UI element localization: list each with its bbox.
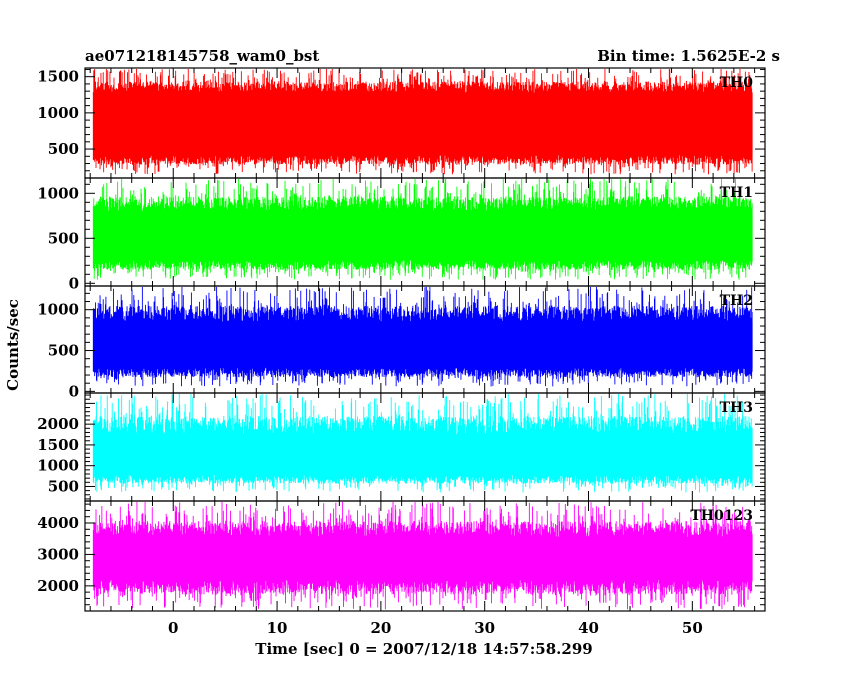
x-tick-label: 40 — [578, 619, 599, 637]
panel-frame — [84, 500, 766, 612]
panel-label-th3: TH3 — [720, 400, 753, 416]
y-tick-label: 1000 — [37, 301, 79, 319]
x-tick-labels: 0 10 20 30 40 50 — [168, 619, 703, 637]
panel-th3: 500 1000 1500 2000 TH3 — [37, 392, 766, 502]
y-tick-label: 3000 — [37, 545, 79, 563]
y-tick-label: 1500 — [37, 68, 79, 86]
y-tick-label: 500 — [48, 229, 79, 247]
panel-label-th1: TH1 — [720, 185, 753, 201]
y-tick-label: 2000 — [37, 577, 79, 595]
chart-title-right: Bin time: 1.5625E-2 s — [597, 47, 780, 65]
x-tick-label: 30 — [474, 619, 495, 637]
panel-th2: 0 500 1000 TH2 — [37, 285, 766, 400]
x-tick-label: 20 — [370, 619, 391, 637]
panel-label-th0123: TH0123 — [690, 508, 753, 524]
y-tick-label: 500 — [48, 477, 79, 495]
x-tick-label: 0 — [168, 619, 178, 637]
panel-label-th2: TH2 — [720, 293, 753, 309]
y-tick-label: 1000 — [37, 184, 79, 202]
series-band-th2 — [93, 321, 753, 368]
series-band-th0123 — [93, 537, 753, 580]
y-tick-label: 0 — [69, 382, 79, 400]
y-tick-label: 500 — [48, 140, 79, 158]
x-axis-label: Time [sec] 0 = 2007/12/18 14:57:58.299 — [255, 640, 592, 658]
series-band-th0 — [93, 92, 753, 155]
y-tick-label: 0 — [69, 274, 79, 292]
y-tick-label: 1500 — [37, 436, 79, 454]
x-tick-label: 50 — [682, 619, 703, 637]
panel-th0123: 2000 3000 4000 TH0123 — [37, 500, 766, 612]
x-tick-label: 10 — [267, 619, 288, 637]
chart-title-left: ae071218145758_wam0_bst — [85, 47, 319, 65]
panel-label-th0: TH0 — [720, 75, 754, 91]
y-tick-label: 1000 — [37, 457, 79, 475]
panel-th1: 0 500 1000 TH1 — [37, 177, 766, 292]
y-tick-label: 500 — [48, 342, 79, 360]
panel-th0: 500 1000 1500 TH0 — [37, 67, 766, 179]
y-axis-label: Counts/sec — [4, 299, 22, 391]
series-band-th3 — [93, 434, 753, 475]
y-tick-label: 1000 — [37, 104, 79, 122]
series-band-th1 — [93, 211, 753, 260]
y-tick-label: 2000 — [37, 415, 79, 433]
y-tick-label: 4000 — [37, 514, 79, 532]
